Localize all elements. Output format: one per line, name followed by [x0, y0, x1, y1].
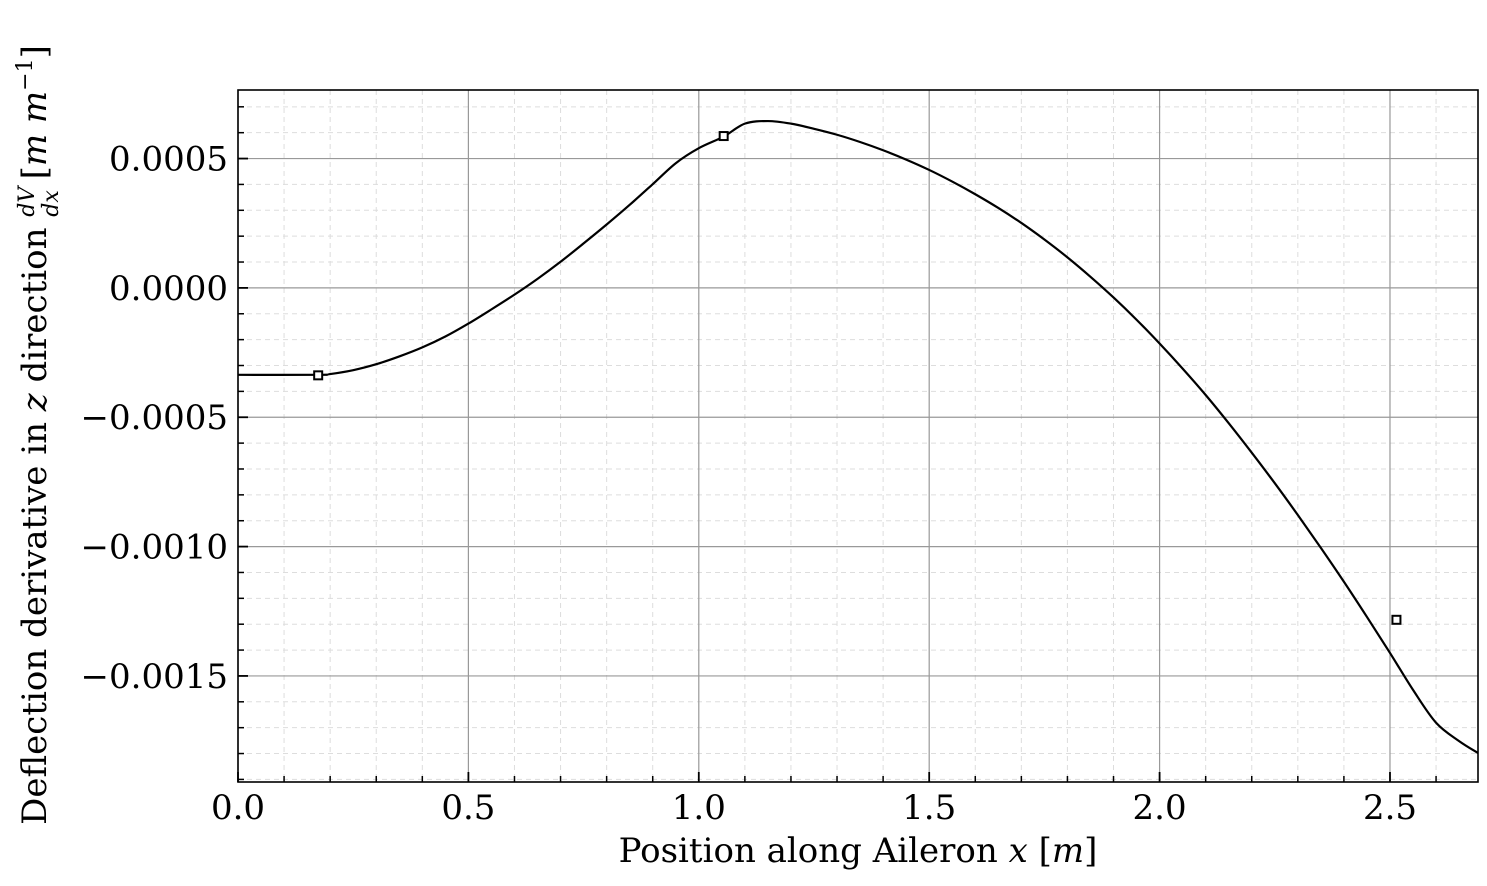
x-tick-label: 2.5 — [1363, 788, 1417, 828]
square-marker — [1391, 614, 1402, 625]
x-tick-label: 0.5 — [441, 788, 495, 828]
y-tick-label: −0.0005 — [81, 398, 228, 438]
tick-labels: 0.0 0.5 1.0 1.5 2.0 2.5 0.0005 0.0000 −0.0005 −0.… — [81, 140, 1417, 828]
y-tick-label: 0.0000 — [109, 269, 228, 309]
plot-frame — [237, 89, 1479, 783]
deflection-derivative-line — [237, 119, 1479, 754]
y-tick-label: −0.0010 — [81, 528, 228, 568]
y-tick-label: 0.0005 — [109, 140, 228, 180]
x-tick-label: 1.5 — [902, 788, 956, 828]
grid — [237, 90, 1478, 782]
x-tick-label: 2.0 — [1133, 788, 1187, 828]
y-tick-label: −0.0015 — [81, 657, 228, 697]
square-marker — [313, 370, 324, 381]
markers — [313, 131, 1402, 625]
x-axis-label: Position along Aileron x [m] — [619, 831, 1098, 871]
x-tick-label: 1.0 — [672, 788, 726, 828]
x-tick-label: 0.0 — [211, 788, 265, 828]
square-marker — [718, 131, 729, 142]
ticks — [237, 106, 1437, 782]
y-axis-label: Deflection derivative in z direction dVd… — [13, 45, 64, 825]
